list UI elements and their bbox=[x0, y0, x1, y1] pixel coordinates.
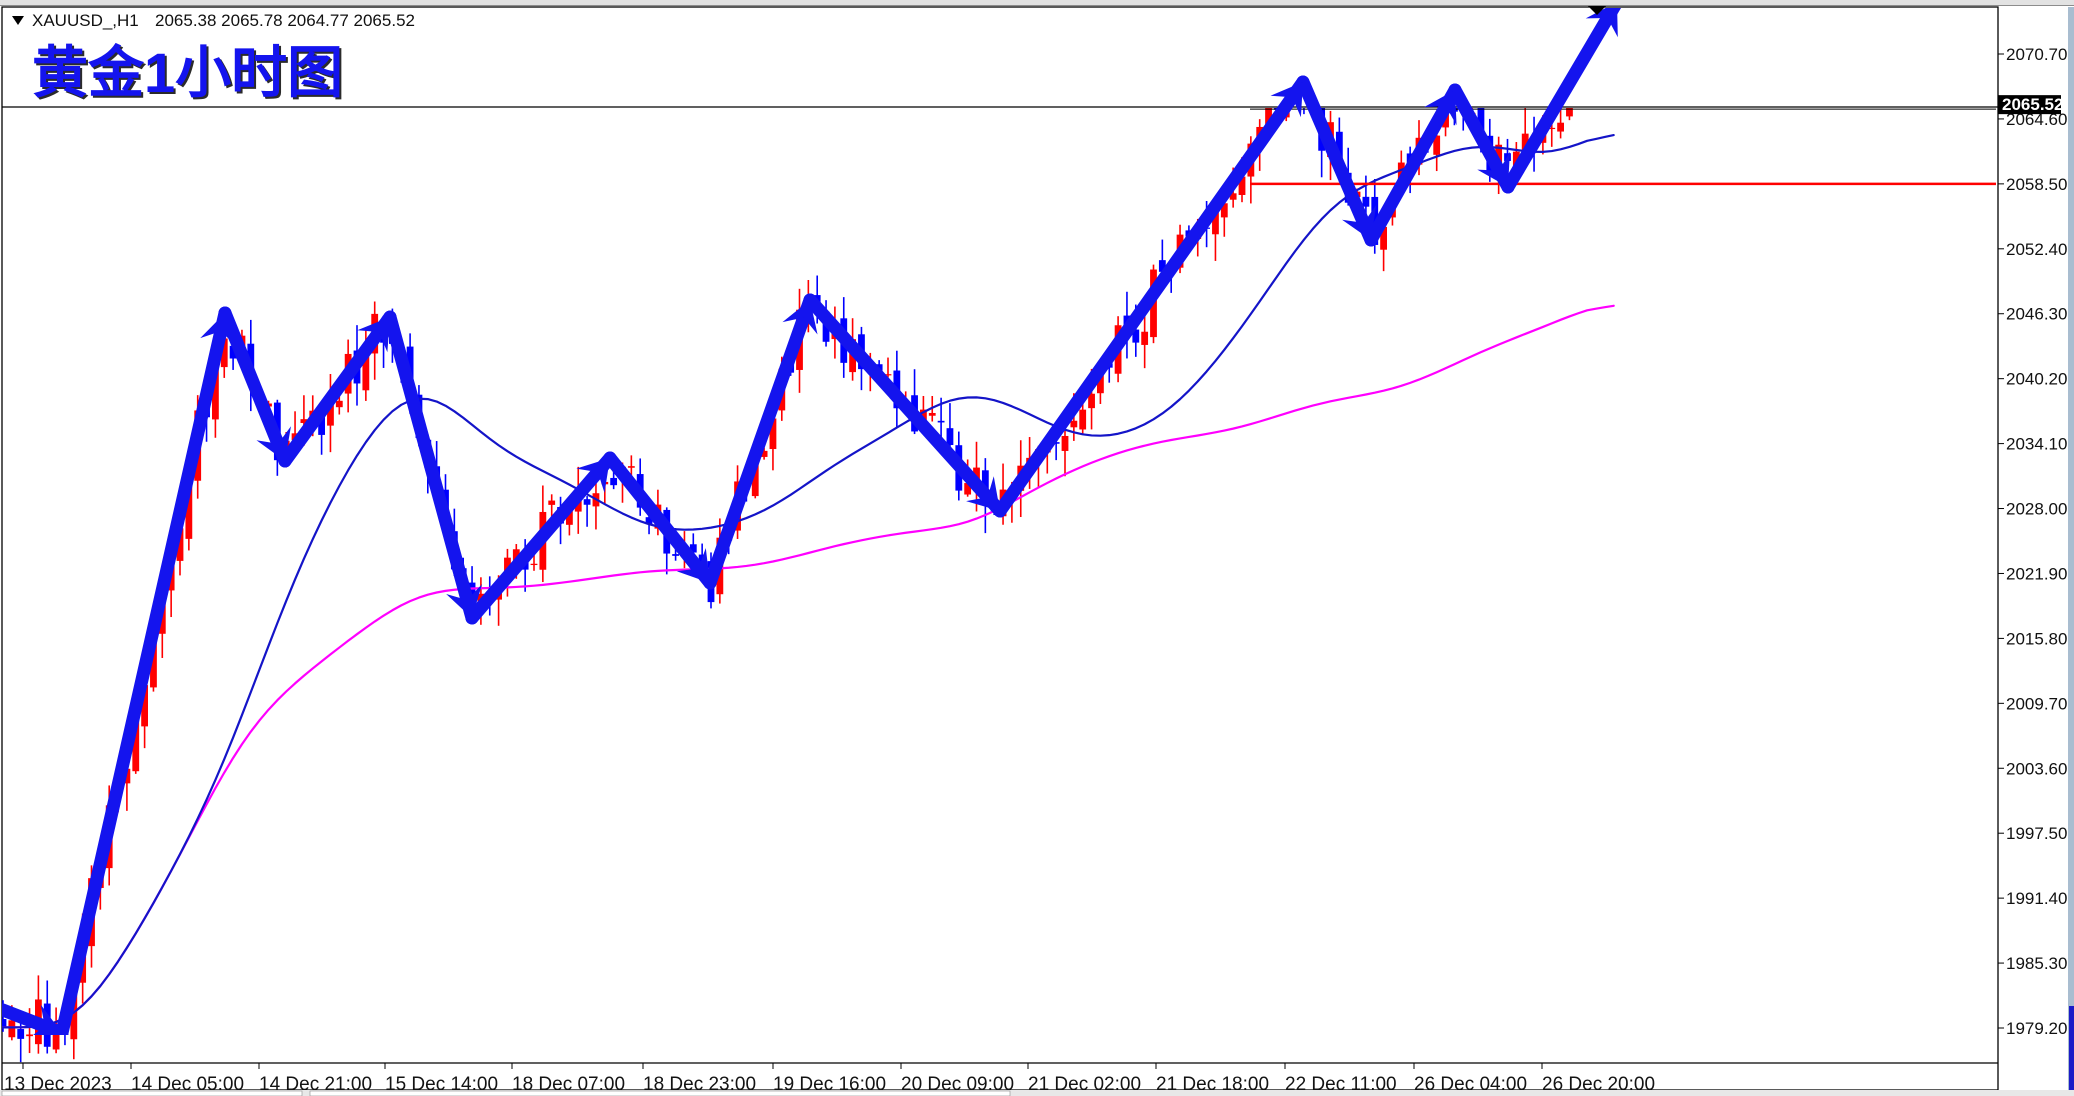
svg-text:2070.70: 2070.70 bbox=[2006, 45, 2067, 64]
svg-text:2046.30: 2046.30 bbox=[2006, 305, 2067, 324]
svg-text:XAUUSD_,H1: XAUUSD_,H1 bbox=[32, 11, 139, 30]
svg-text:2052.40: 2052.40 bbox=[2006, 240, 2067, 259]
svg-text:2034.10: 2034.10 bbox=[2006, 435, 2067, 454]
svg-text:1991.40: 1991.40 bbox=[2006, 889, 2067, 908]
svg-text:黄金1小时图: 黄金1小时图 bbox=[32, 41, 343, 104]
svg-text:2065.52: 2065.52 bbox=[2002, 95, 2063, 114]
svg-text:1997.50: 1997.50 bbox=[2006, 824, 2067, 843]
svg-text:2028.00: 2028.00 bbox=[2006, 500, 2067, 519]
svg-text:2009.70: 2009.70 bbox=[2006, 694, 2067, 713]
svg-text:1979.20: 1979.20 bbox=[2006, 1019, 2067, 1038]
svg-text:2015.80: 2015.80 bbox=[2006, 629, 2067, 648]
svg-text:2021.90: 2021.90 bbox=[2006, 564, 2067, 583]
svg-text:2040.20: 2040.20 bbox=[2006, 370, 2067, 389]
svg-text:2003.60: 2003.60 bbox=[2006, 759, 2067, 778]
svg-text:1985.30: 1985.30 bbox=[2006, 954, 2067, 973]
svg-text:2058.50: 2058.50 bbox=[2006, 175, 2067, 194]
svg-text:2065.38 2065.78 2064.77 2065.5: 2065.38 2065.78 2064.77 2065.52 bbox=[155, 11, 415, 30]
